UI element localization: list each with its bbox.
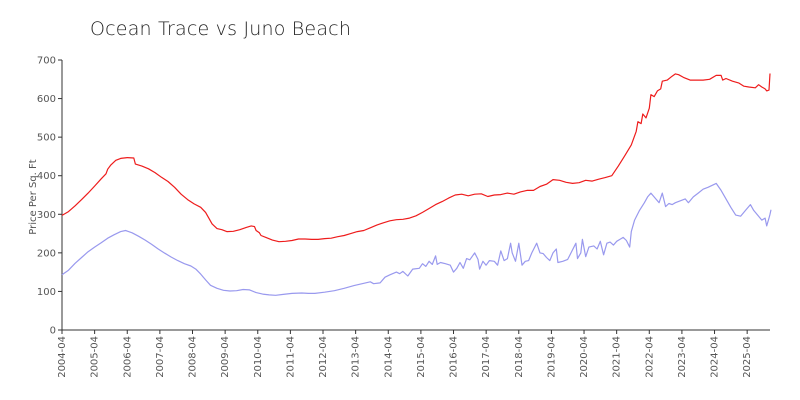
series-line-1 [61, 73, 771, 243]
x-tick-label: 2011-04 [285, 336, 296, 378]
x-tick-label: 2007-04 [155, 336, 166, 378]
y-tick-label: 300 [37, 210, 56, 221]
x-tick-label: 2016-04 [449, 336, 460, 378]
y-tick-label: 100 [37, 287, 56, 298]
x-tick-label: 2018-04 [514, 336, 525, 378]
y-tick-label: 600 [37, 94, 56, 105]
x-tick-label: 2005-04 [90, 336, 101, 378]
x-tick-label: 2022-04 [644, 336, 655, 378]
axes: 0 100 200 300 400 500 600 700 2004-04 2005-04 2006… [37, 56, 770, 378]
x-tick-label: 2010-04 [253, 336, 264, 378]
x-tick-label: 2020-04 [579, 336, 590, 378]
x-tick-label: 2023-04 [677, 336, 688, 378]
y-axis-label: Price Per Sq. Ft [28, 159, 39, 234]
x-tick-label: 2012-04 [318, 336, 329, 378]
x-tick-label: 2015-04 [416, 336, 427, 378]
series-group [61, 73, 772, 296]
x-tick-label: 2009-04 [220, 336, 231, 378]
y-tick-label: 400 [37, 171, 56, 182]
x-tick-label: 2006-04 [122, 336, 133, 378]
x-tick-label: 2019-04 [546, 336, 557, 378]
chart-title: Ocean Trace vs Juno Beach [90, 18, 352, 40]
x-tick-label: 2004-04 [57, 336, 68, 378]
x-tick-label: 2025-04 [742, 336, 753, 378]
x-tick-label: 2008-04 [188, 336, 199, 378]
y-tick-label: 500 [37, 133, 56, 144]
y-tick-label: 200 [37, 248, 56, 259]
x-tick-label: 2013-04 [351, 336, 362, 378]
y-tick-label: 700 [37, 56, 56, 67]
x-tick-label: 2017-04 [481, 336, 492, 378]
series-line-2 [61, 182, 772, 296]
x-tick-label: 2021-04 [612, 336, 623, 378]
x-tick-label: 2014-04 [383, 336, 394, 378]
y-tick-label: 0 [50, 326, 56, 337]
x-tick-label: 2024-04 [710, 336, 721, 378]
